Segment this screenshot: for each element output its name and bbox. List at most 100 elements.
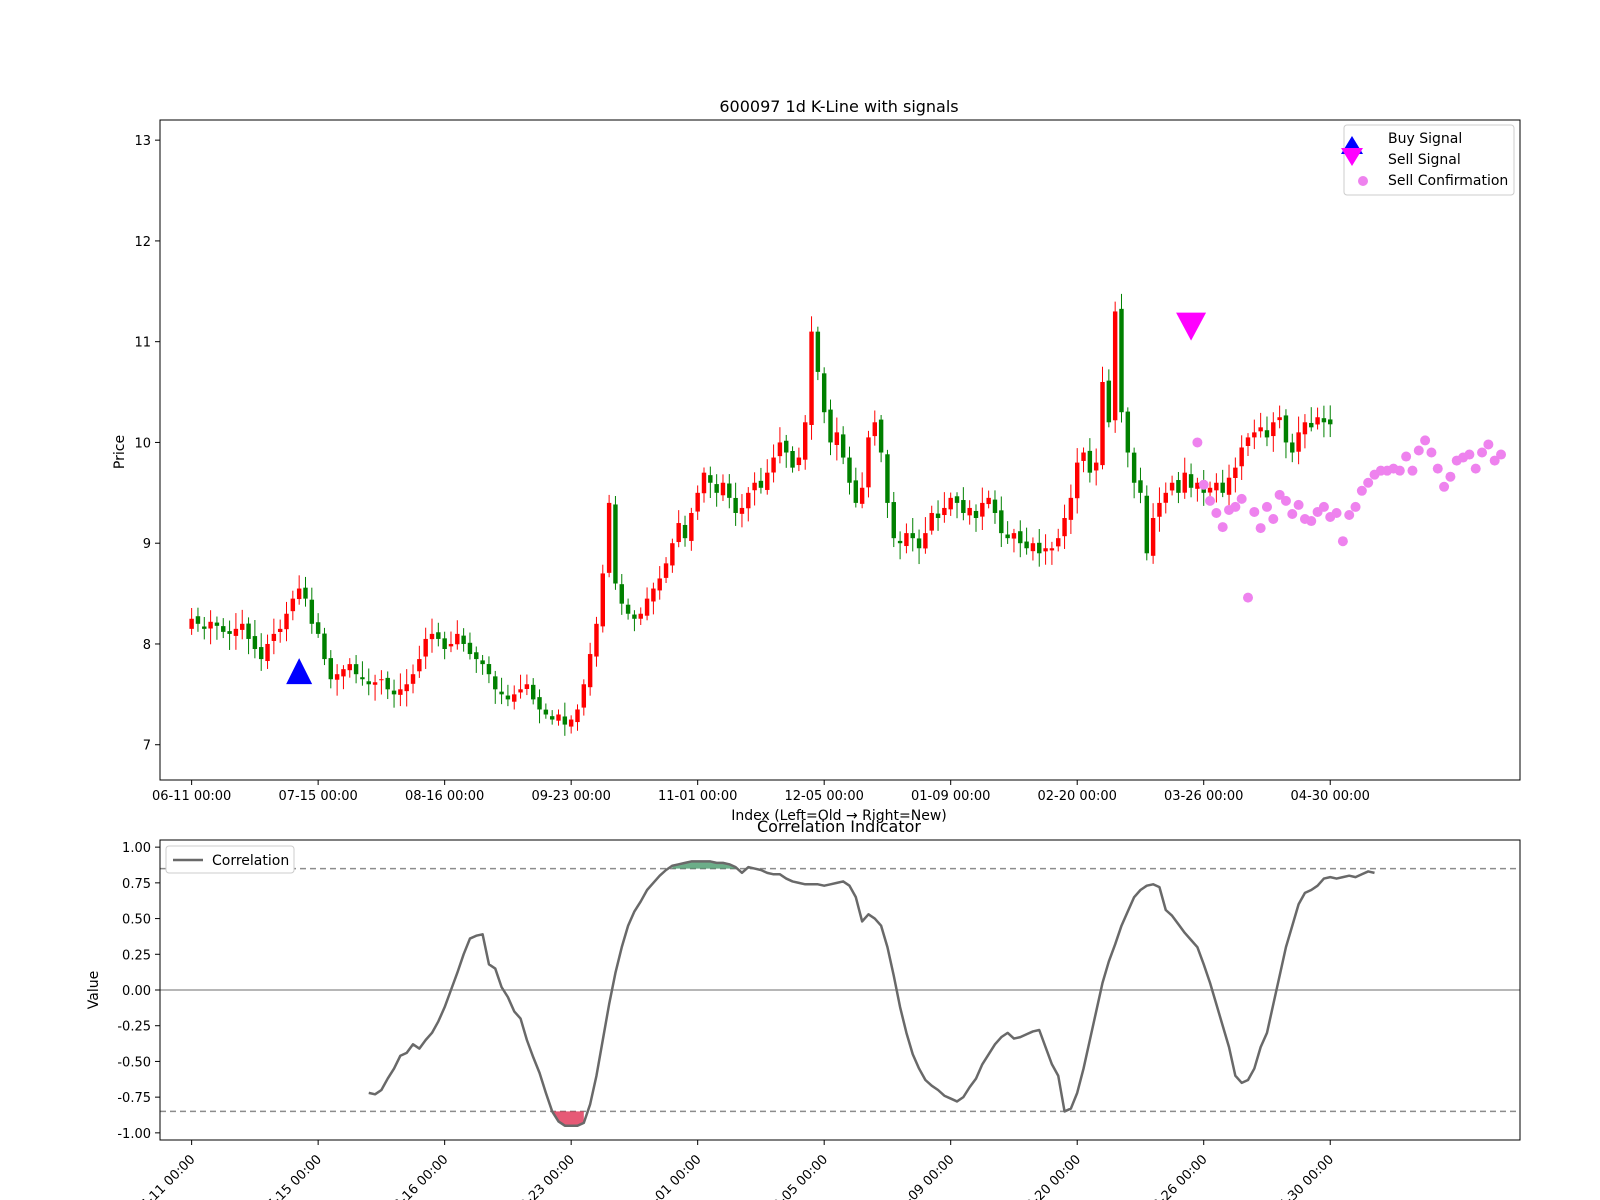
- correlation-chart: Correlation Indicator 1.00 0.75 0.50 0.25 0.…: [86, 817, 1521, 1200]
- corr-ytick-label: -0.25: [117, 1020, 151, 1035]
- candle-body: [360, 677, 365, 680]
- corr-xtick-label: 04-30 00:00: [1270, 1152, 1337, 1200]
- candle-body: [980, 502, 985, 517]
- candle-body: [1309, 422, 1314, 428]
- candle-body: [1207, 487, 1213, 493]
- candle-body: [916, 538, 922, 549]
- candle-body: [391, 690, 397, 695]
- candle-body: [214, 622, 220, 626]
- sell-confirmation-marker: [1470, 463, 1481, 474]
- candle-body: [1214, 482, 1219, 491]
- kline-chart: 600097 1d K-Line with signals 7 8 9 10 11 12 1…: [112, 97, 1521, 824]
- candle-body: [891, 502, 896, 539]
- candle-body: [733, 497, 738, 513]
- kline-axis-ticks: 7 8 9 10 11 12 13 06-11 00:00 07-15 00:00 08-16 0…: [134, 134, 1369, 804]
- candle-body: [467, 642, 473, 655]
- candle-body: [1258, 427, 1263, 432]
- sell-confirmation-marker: [1261, 501, 1272, 512]
- candle-body: [1150, 518, 1156, 556]
- candle-body: [1106, 380, 1112, 423]
- candle-body: [1157, 502, 1162, 517]
- candle-body: [682, 524, 688, 539]
- sell-confirmation-marker: [1407, 465, 1418, 476]
- candle-body: [885, 454, 890, 503]
- candle-body: [948, 497, 953, 510]
- candle-body: [765, 472, 770, 490]
- sell-confirmation-marker: [1331, 507, 1342, 518]
- corr-xtick-label: 02-20 00:00: [1017, 1152, 1084, 1200]
- kline-ytick-label: 7: [143, 739, 151, 754]
- candle-body: [606, 502, 612, 573]
- kline-ytick-label: 8: [143, 638, 151, 653]
- sell-confirmation-marker: [1268, 514, 1279, 525]
- candle-body: [1195, 482, 1200, 489]
- candle-body: [1226, 477, 1232, 495]
- corr-plot-frame: [159, 839, 1521, 1141]
- candle-body: [1068, 497, 1074, 520]
- corr-ytick-label: -0.50: [117, 1055, 151, 1070]
- candle-body: [1049, 548, 1055, 551]
- candle-body: [1163, 492, 1168, 503]
- kline-ylabel: Price: [112, 435, 128, 469]
- candle-body: [543, 709, 549, 715]
- candle-body: [1220, 482, 1225, 493]
- candle-body: [429, 633, 435, 640]
- kline-xtick-label: 03-26 00:00: [1164, 789, 1243, 804]
- candle-body: [1296, 432, 1301, 452]
- candle-body: [530, 684, 536, 700]
- candle-body: [1328, 419, 1333, 425]
- corr-ytick-label: 0.50: [122, 913, 151, 928]
- sell-confirmation-marker: [1401, 451, 1412, 462]
- candle-body: [651, 588, 656, 602]
- candle-body: [1093, 462, 1099, 471]
- legend-confirm-label: Sell Confirmation: [1388, 173, 1508, 189]
- candle-body: [821, 373, 827, 413]
- candle-body: [195, 616, 201, 624]
- legend-sell-marker: [1341, 148, 1363, 166]
- candle-body: [202, 626, 207, 629]
- candle-body: [1018, 531, 1023, 544]
- candle-body: [1100, 381, 1105, 466]
- candle-body: [341, 669, 346, 677]
- candle-body: [1283, 415, 1289, 443]
- candle-body: [708, 475, 713, 483]
- candle-body: [878, 419, 884, 453]
- sell-confirmation-marker: [1192, 437, 1203, 448]
- kline-xlabel: Index (Left=Old → Right=New): [731, 808, 947, 824]
- corr-xtick-label: 09-23 00:00: [511, 1152, 578, 1200]
- candle-body: [284, 613, 289, 630]
- candle-body: [689, 512, 694, 541]
- candle-body: [240, 623, 245, 630]
- candle-body: [771, 457, 776, 473]
- sell-confirmation-marker: [1426, 447, 1437, 458]
- candle-body: [923, 533, 928, 549]
- kline-legend: Buy Signal Sell Signal Sell Confirmation: [1341, 124, 1515, 196]
- candle-body: [701, 472, 707, 494]
- candle-body: [1277, 417, 1282, 421]
- candle-body: [619, 584, 624, 604]
- sell-confirmation-marker: [1274, 489, 1285, 500]
- corr-xtick-label: 03-26 00:00: [1144, 1152, 1211, 1200]
- candle-body: [246, 623, 251, 639]
- candle-body: [954, 496, 960, 503]
- candle-body: [1138, 480, 1143, 493]
- candle-body: [328, 658, 334, 680]
- sell-confirmation-marker: [1249, 506, 1260, 517]
- candle-body: [474, 652, 479, 660]
- candle-body: [1188, 474, 1194, 488]
- corr-title: Correlation Indicator: [757, 817, 921, 836]
- corr-xtick-label: 01-09 00:00: [891, 1152, 958, 1200]
- corr-series-line: [368, 860, 1375, 1127]
- sell-confirmation-marker: [1445, 471, 1456, 482]
- kline-ytick-label: 13: [134, 134, 151, 149]
- corr-xtick-label: 08-16 00:00: [385, 1152, 452, 1200]
- corr-xtick-label: 11-01 00:00: [638, 1152, 705, 1200]
- candle-body: [802, 422, 808, 460]
- candle-body: [372, 682, 378, 685]
- corr-ytick-label: -1.00: [117, 1127, 151, 1142]
- candle-body: [271, 633, 277, 641]
- candle-body: [1321, 418, 1327, 423]
- corr-ytick-label: 0.75: [122, 877, 151, 892]
- candle-body: [265, 643, 270, 662]
- candle-body: [935, 513, 941, 519]
